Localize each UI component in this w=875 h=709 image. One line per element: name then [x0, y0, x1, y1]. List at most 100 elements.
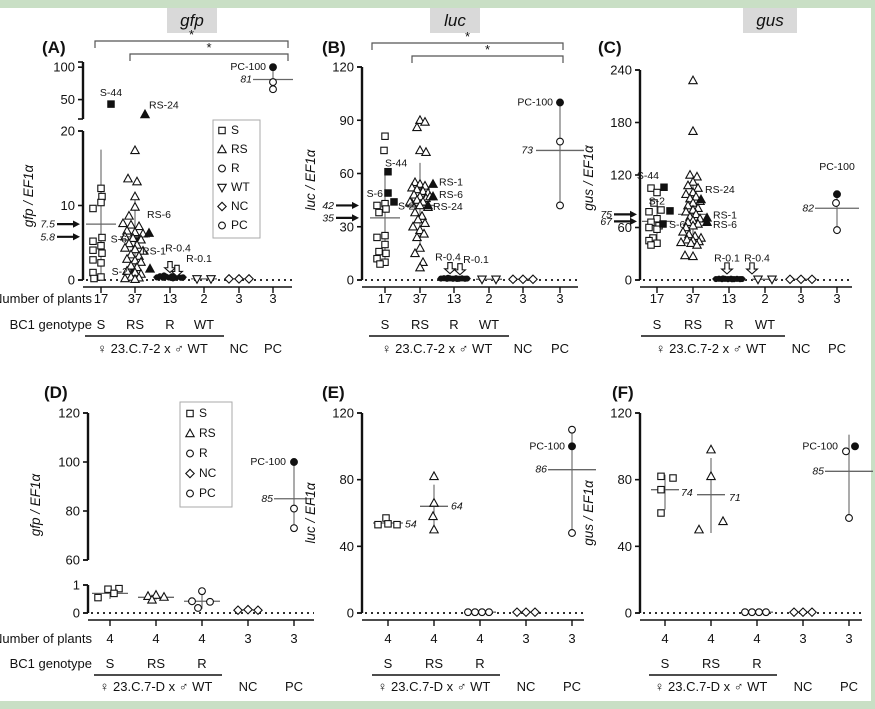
data-point-square-open: [647, 241, 655, 249]
header-luc-label: luc: [444, 10, 466, 30]
data-point-tridown-open: [476, 275, 488, 285]
panel-letter: (B): [322, 38, 346, 57]
legend-label-R: R: [231, 161, 240, 175]
data-point-square-open: [650, 199, 658, 207]
data-point-triup-open: [417, 185, 429, 195]
legend-label-S: S: [231, 123, 239, 137]
side-arrow-label: 67: [600, 216, 613, 228]
data-point-triup-open: [687, 74, 699, 85]
data-point-square-open: [393, 520, 401, 529]
data-point-circle-filled: [290, 458, 298, 466]
side-arrow-icon: [352, 214, 359, 222]
data-point-triup-open: [135, 234, 147, 244]
data-point-circle-open: [845, 514, 853, 522]
data-point-square-open: [97, 184, 105, 193]
plant-count: 17: [94, 291, 108, 306]
significance-bracket: [94, 40, 289, 48]
data-point-dot-open: [444, 274, 452, 281]
data-point-diamond-open: [796, 274, 806, 285]
y-axis-title: gus / EF1α: [581, 479, 596, 546]
data-point-triup-open: [684, 169, 696, 179]
cross-label: ♀ 23.C.7-2 x ♂ WT: [97, 341, 208, 356]
plant-count: 4: [152, 631, 159, 646]
annotation-PC-100: PC-100: [802, 440, 838, 452]
panel-F: 0 40 80 120 4 S 4 RS 4 R 3 NC 3 PC ♀ 23.C.7-D x ♂ WT 74…: [581, 383, 873, 694]
genotype-label: WT: [479, 317, 499, 332]
data-point-triup-open: [414, 178, 426, 188]
plant-count: 3: [556, 291, 563, 306]
annotation-RS-24: RS-24: [149, 99, 179, 111]
annotation-R-0.4: R-0.4: [165, 243, 191, 255]
data-point-circle-filled: [269, 63, 277, 72]
annotation-85: 85: [261, 493, 273, 505]
genotype-label: RS: [411, 317, 429, 332]
plant-count: 17: [650, 291, 664, 306]
data-point-triup-open: [127, 232, 139, 243]
data-point-circle-open: [198, 587, 206, 596]
data-point-square-open: [104, 585, 112, 593]
plant-count: 3: [568, 631, 575, 646]
annotation-86: 86: [535, 464, 547, 476]
data-point-square-open: [98, 233, 106, 242]
down-arrow-icon: [720, 262, 734, 275]
legend-label-S: S: [199, 406, 207, 420]
y-tick-label: 20: [61, 124, 75, 139]
data-point-square-open: [645, 208, 653, 216]
annotation-RS-6: RS-6: [147, 209, 171, 221]
genotype-label: R: [165, 317, 174, 332]
data-point-circle-open: [478, 608, 486, 617]
data-point-triup-open: [691, 239, 703, 249]
data-point-triup-open: [417, 256, 429, 266]
legend-marker-NC: [217, 201, 227, 212]
data-point-triup-open: [677, 226, 689, 236]
plant-count: 3: [799, 631, 806, 646]
caption-bc1-genotype: BC1 genotype: [10, 656, 92, 671]
data-point-triup-open: [414, 144, 426, 155]
data-point-square-open: [375, 208, 383, 217]
data-point-triup-open: [414, 262, 426, 272]
data-point-square-open: [382, 249, 390, 258]
y-tick-label: 0: [73, 606, 80, 621]
side-arrow-label: 75: [600, 209, 612, 221]
annotation-R-0.4: R-0.4: [435, 251, 461, 263]
annotation-RS-1: RS-1: [439, 176, 463, 188]
data-point-circle-open: [832, 199, 840, 207]
panel-letter: (D): [44, 383, 68, 402]
data-point-circle-open: [568, 425, 576, 434]
data-point-square-open: [653, 215, 661, 223]
data-point-triup-open: [419, 217, 431, 227]
data-point-triup-open: [680, 206, 692, 216]
data-point-triup-open: [690, 208, 702, 219]
panel-letter: (C): [598, 38, 622, 57]
data-point-square-open: [89, 204, 97, 213]
annotation-S-6: S-6: [669, 219, 686, 231]
caption-number-of-plants: Number of plants: [0, 291, 92, 306]
annotation-RS-24: RS-24: [433, 201, 463, 213]
data-point-triup-filled: [139, 108, 151, 119]
y-tick-label: 30: [340, 219, 354, 234]
data-point-circle-open: [290, 504, 298, 513]
data-point-triup-open: [705, 470, 717, 481]
annotation-RS-1: RS-1: [713, 209, 737, 221]
data-point-square-open: [657, 472, 665, 481]
genotype-label: S: [661, 656, 670, 671]
data-point-dot-open: [169, 275, 177, 282]
data-point-triup-open: [690, 191, 702, 201]
genotype-label: R: [752, 656, 761, 671]
data-point-triup-open: [414, 224, 426, 235]
data-point-triup-open: [675, 236, 687, 247]
data-point-triup-open: [409, 207, 421, 217]
data-point-triup-open: [411, 183, 423, 194]
genotype-label: RS: [425, 656, 443, 671]
plant-count: 4: [661, 631, 668, 646]
data-point-diamond-open: [244, 273, 254, 284]
data-point-circle-open: [464, 608, 472, 617]
data-point-triup-open: [123, 237, 135, 248]
cross-label: ♀ 23.C.7-2 x ♂ WT: [382, 341, 493, 356]
data-point-triup-open: [119, 231, 131, 241]
data-point-triup-open: [420, 146, 432, 156]
genotype-label: WT: [755, 317, 775, 332]
data-point-square-open: [381, 231, 389, 240]
genotype-label: S: [97, 317, 106, 332]
data-point-triup-open: [682, 179, 694, 190]
